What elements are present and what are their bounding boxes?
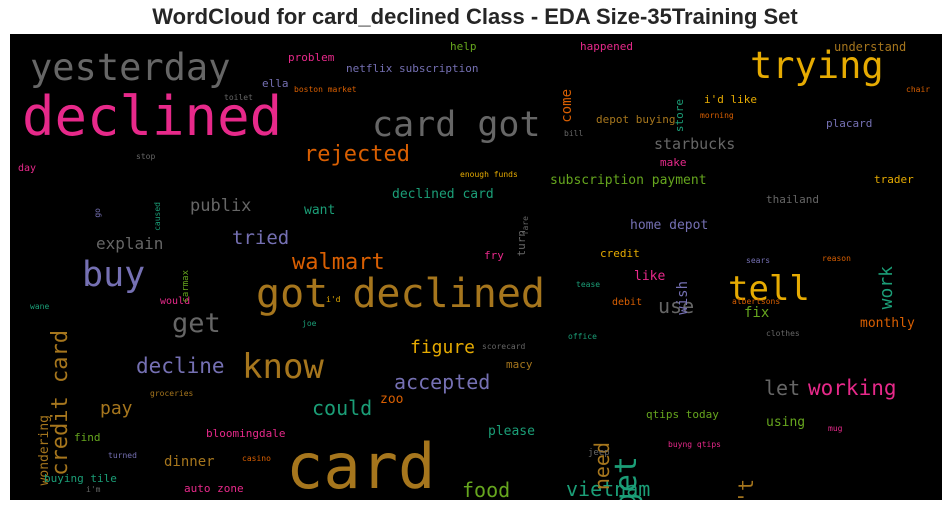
word-4: yesterday xyxy=(30,46,231,89)
word-56: fry xyxy=(484,249,504,262)
word-42: like xyxy=(634,269,666,284)
word-95: buyng qtips xyxy=(668,440,721,449)
word-84: tease xyxy=(576,280,601,289)
word-54: thailand xyxy=(766,193,819,206)
word-37: monthly xyxy=(860,316,915,331)
word-93: mug xyxy=(828,424,843,433)
word-61: ella xyxy=(262,77,289,90)
word-27: pay xyxy=(100,398,133,419)
word-94: jeep xyxy=(588,448,610,458)
word-8: know xyxy=(242,347,324,387)
word-53: trader xyxy=(874,173,914,186)
word-29: publix xyxy=(190,196,252,216)
word-18: could xyxy=(312,396,373,420)
word-70: day xyxy=(18,163,37,174)
word-75: bill xyxy=(564,129,584,138)
word-11: get xyxy=(172,308,221,339)
word-62: find xyxy=(74,431,101,444)
word-92: groceries xyxy=(150,389,194,398)
word-89: scorecard xyxy=(482,342,526,351)
word-22: use xyxy=(658,294,695,318)
word-6: card got xyxy=(372,105,541,145)
word-68: debit xyxy=(612,297,643,308)
word-77: enough funds xyxy=(460,170,518,179)
word-51: depot buying xyxy=(596,113,676,126)
word-59: help xyxy=(450,40,477,53)
word-33: wish xyxy=(675,281,691,315)
word-1: card xyxy=(286,430,436,500)
word-73: morning xyxy=(700,111,734,120)
word-55: credit xyxy=(600,247,640,260)
word-40: want xyxy=(304,203,336,218)
chart-title: WordCloud for card_declined Class - EDA … xyxy=(152,4,798,29)
word-80: fare xyxy=(521,216,530,236)
word-97: casino xyxy=(242,454,271,463)
word-46: understand xyxy=(834,40,907,54)
word-85: albertsons xyxy=(732,297,781,306)
word-35: dinner xyxy=(164,454,215,470)
word-43: using xyxy=(766,415,806,430)
word-58: make xyxy=(660,156,687,169)
word-7: buy xyxy=(82,255,146,295)
word-49: happened xyxy=(580,40,633,53)
word-47: netflix subscription xyxy=(346,62,479,75)
word-98: i'm xyxy=(86,485,101,494)
word-74: chair xyxy=(906,85,931,94)
word-71: boston market xyxy=(294,85,357,94)
word-44: please xyxy=(488,424,535,439)
word-52: placard xyxy=(826,117,873,130)
word-45: zoo xyxy=(380,392,404,407)
word-90: office xyxy=(568,332,597,341)
word-30: explain xyxy=(96,234,164,253)
word-25: tried xyxy=(232,227,290,249)
word-91: clothes xyxy=(766,329,800,338)
word-19: vietnam xyxy=(566,477,651,500)
word-66: macy xyxy=(506,358,533,371)
word-14: rejected xyxy=(304,142,410,167)
word-78: go xyxy=(93,208,102,218)
word-83: reason xyxy=(822,254,851,263)
word-48: store xyxy=(673,99,686,133)
word-26: figure xyxy=(410,337,476,358)
word-38: declined card xyxy=(392,187,494,202)
word-39: subscription payment xyxy=(550,173,707,188)
word-16: working xyxy=(808,376,897,400)
word-79: caused xyxy=(153,202,162,231)
word-41: home depot xyxy=(630,218,709,233)
word-50: i'd like xyxy=(704,93,757,106)
word-2: declined xyxy=(22,85,283,148)
word-3: got declined xyxy=(256,271,545,317)
word-21: can't xyxy=(734,479,758,500)
word-69: would xyxy=(160,296,191,307)
word-87: i'd xyxy=(326,295,341,304)
word-12: credit card xyxy=(48,330,73,476)
word-32: come xyxy=(559,89,575,123)
word-20: food xyxy=(462,478,511,500)
word-96: turned xyxy=(108,451,137,460)
word-cloud-canvas: card declined got declined yesterday trying c… xyxy=(10,34,942,500)
word-67: qtips today xyxy=(646,408,719,421)
word-60: problem xyxy=(288,51,335,64)
word-13: walmart xyxy=(292,250,385,275)
word-82: sears xyxy=(746,256,771,265)
word-15: decline xyxy=(136,354,225,378)
word-65: auto zone xyxy=(184,482,244,495)
word-88: joe xyxy=(302,319,317,328)
word-81: carmax xyxy=(181,270,191,303)
word-28: work xyxy=(876,266,897,310)
word-23: let xyxy=(764,376,801,400)
word-72: toilet xyxy=(224,93,253,102)
word-34: fix xyxy=(744,305,770,321)
word-63: bloomingdale xyxy=(206,427,286,440)
word-86: wane xyxy=(30,302,50,311)
word-64: buying tile xyxy=(44,472,117,485)
word-17: accepted xyxy=(394,370,491,394)
word-31: starbucks xyxy=(654,135,736,153)
word-76: stop xyxy=(136,152,156,161)
word-5: trying xyxy=(750,44,884,87)
word-9: tell xyxy=(728,269,810,309)
